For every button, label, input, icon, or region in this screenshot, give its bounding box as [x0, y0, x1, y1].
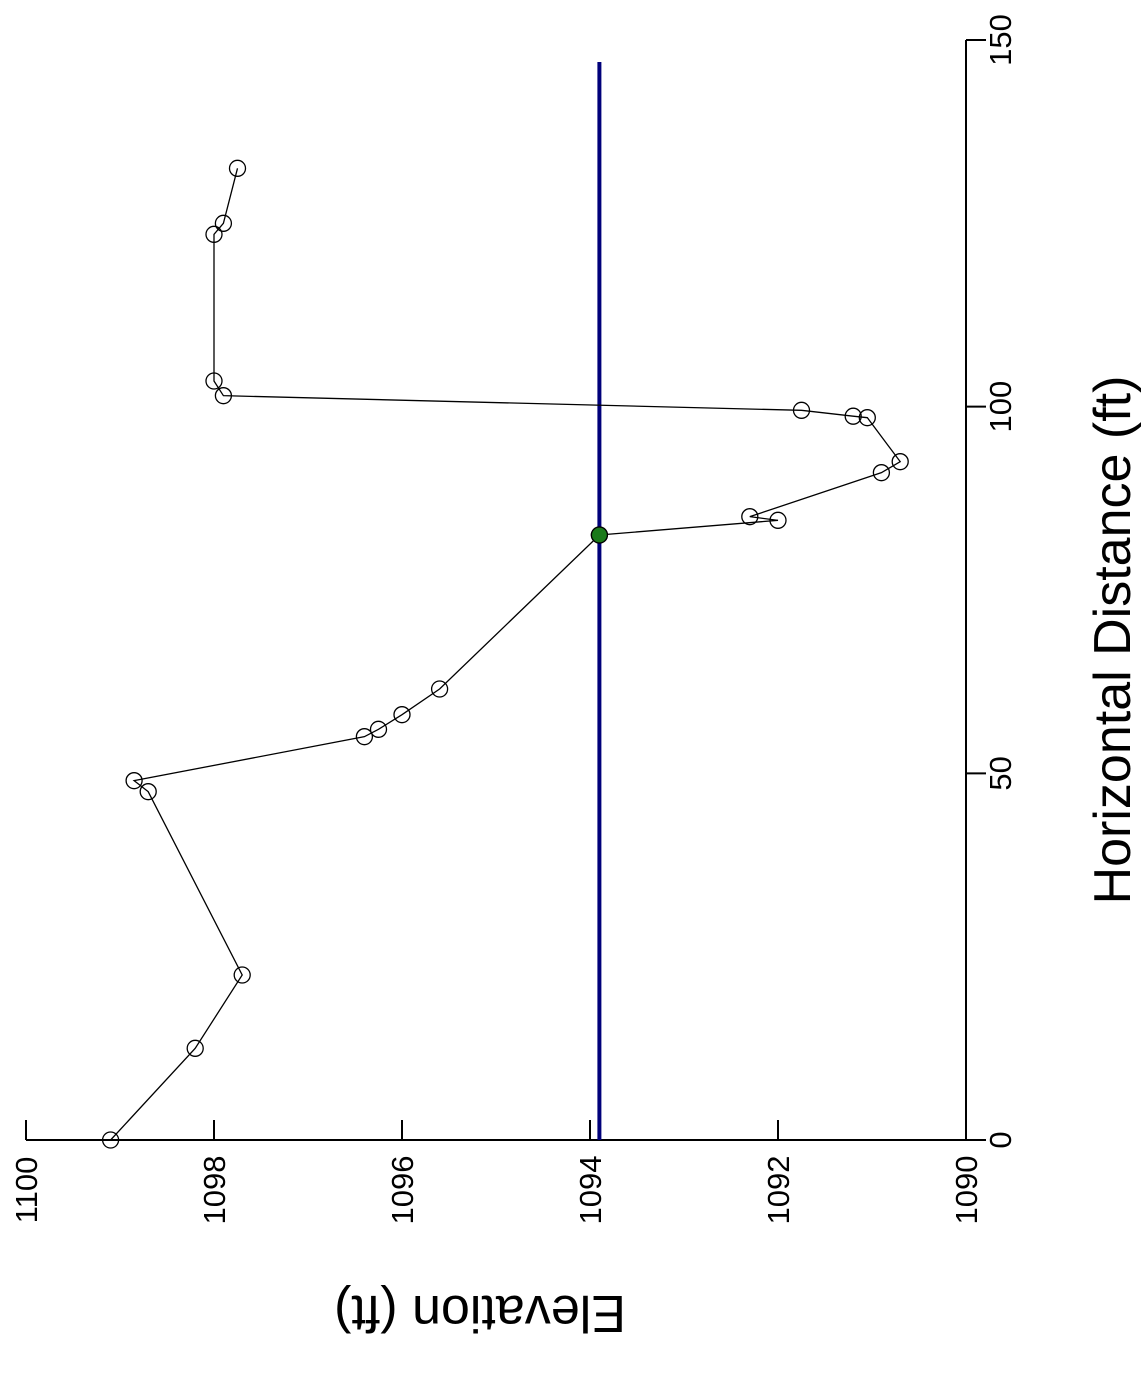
axes: 0 50 100 150 1100 1098 1096 1094 1092 1090	[9, 14, 1018, 1224]
y-tick-label: 1092	[761, 1156, 796, 1225]
y-axis-title: Elevation (ft)	[334, 1284, 626, 1342]
x-tick-label: 100	[983, 381, 1018, 433]
y-tick-label: 1090	[949, 1156, 984, 1225]
y-tick-label: 1096	[385, 1156, 420, 1225]
highlight-point	[591, 527, 607, 543]
y-tick-label: 1100	[9, 1157, 44, 1224]
x-tick-label: 150	[983, 14, 1018, 66]
x-tick-label: 0	[983, 1131, 1018, 1148]
y-tick-label: 1098	[197, 1156, 232, 1225]
x-tick-label: 50	[983, 756, 1018, 790]
y-tick-label: 1094	[573, 1156, 608, 1225]
x-axis-title: Horizontal Distance (ft)	[1084, 376, 1142, 905]
profile-layer	[103, 160, 909, 1148]
profile-line	[111, 168, 901, 1140]
